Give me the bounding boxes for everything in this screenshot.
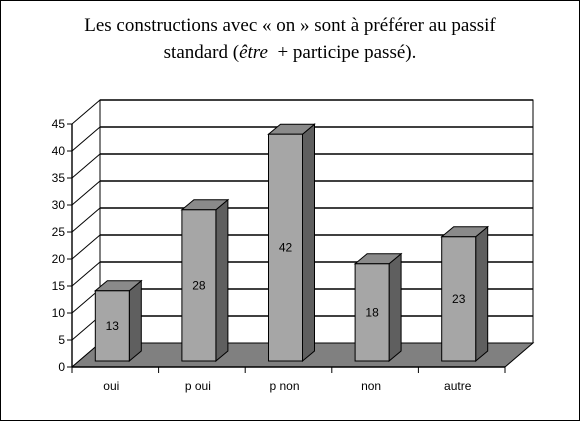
bar-autre: 23: [440, 225, 490, 363]
x-tick-label: non: [361, 379, 381, 393]
y-tick-label: 40: [52, 144, 66, 158]
bar-front: [354, 263, 390, 362]
y-tick-label: 5: [58, 333, 65, 347]
gridline-depth: [71, 261, 101, 287]
bar-value-label: 42: [279, 241, 293, 255]
bar-side: [388, 252, 402, 363]
bar-side: [302, 123, 315, 363]
y-tick-label: 35: [52, 171, 66, 185]
gridline-depth: [71, 99, 101, 125]
bar-side: [475, 225, 489, 363]
gridline-depth: [71, 207, 101, 233]
chart-title-line-2-italic: être: [239, 42, 268, 63]
x-tick-label: autre: [444, 379, 472, 393]
bar-non: 18: [353, 252, 403, 363]
bar-front: [94, 290, 130, 362]
gridline-depth: [71, 153, 101, 179]
bar-oui: 13: [93, 279, 143, 363]
x-tick-label: p oui: [185, 379, 211, 393]
y-tick-label: 25: [52, 225, 66, 239]
bar-front: [181, 209, 217, 362]
bar-p-oui: 28: [180, 198, 230, 363]
bar-side: [215, 198, 229, 363]
bar-front: [441, 236, 477, 362]
bar-p-non: 42: [267, 123, 316, 363]
y-tick-label: 15: [52, 279, 66, 293]
bar-value-label: 28: [192, 278, 206, 292]
bar-value-label: 18: [365, 305, 379, 319]
gridline-depth: [71, 126, 101, 152]
x-tick-label: oui: [103, 379, 119, 393]
bar-front: [268, 133, 303, 362]
y-tick-label: 10: [52, 306, 66, 320]
bar-value-label: 23: [452, 292, 466, 306]
gridline-depth: [71, 234, 101, 260]
chart-title-line-2: standard (être + participe passé).: [0, 39, 580, 66]
y-tick-label: 30: [52, 198, 66, 212]
gridline-depth: [71, 180, 101, 206]
chart-title-line-2-start: standard (: [163, 42, 240, 63]
bar-value-label: 13: [106, 319, 120, 333]
chart-title: Les constructions avec « on » sont à pré…: [0, 12, 580, 66]
y-tick-label: 45: [52, 117, 66, 131]
x-tick-label: p non: [269, 379, 299, 393]
chart-title-line-1: Les constructions avec « on » sont à pré…: [84, 15, 496, 36]
bar-side: [128, 279, 142, 363]
y-tick-label: 20: [52, 252, 66, 266]
y-tick-label: 0: [58, 360, 65, 374]
chart-title-line-2-end: + participe passé).: [267, 42, 417, 63]
